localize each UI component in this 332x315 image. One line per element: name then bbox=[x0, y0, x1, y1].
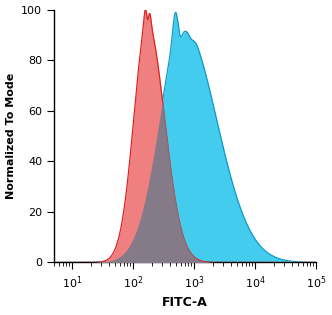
Y-axis label: Normalized To Mode: Normalized To Mode bbox=[6, 73, 16, 199]
X-axis label: FITC-A: FITC-A bbox=[162, 296, 208, 309]
